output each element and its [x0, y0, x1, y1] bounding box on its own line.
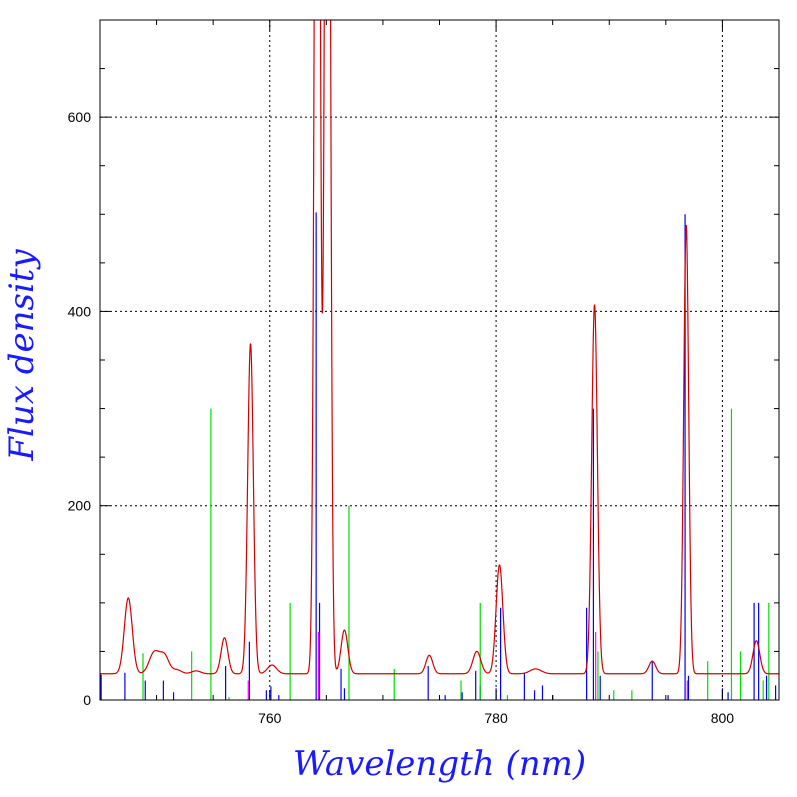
x-axis-title: Wavelength (nm) — [293, 744, 586, 784]
y-tick-label: 0 — [83, 692, 91, 708]
grid-lines — [100, 20, 779, 700]
x-tick-label: 780 — [484, 710, 508, 726]
spectrum-curve-group — [100, 20, 779, 675]
emission-lines — [100, 212, 777, 700]
tick-labels: 760 780 800 0 200 400 600 — [68, 109, 735, 726]
x-tick-label: 760 — [258, 710, 282, 726]
spectrum-curve — [100, 20, 779, 675]
y-tick-label: 200 — [68, 498, 92, 514]
y-axis-title: Flux density — [2, 249, 42, 462]
y-tick-label: 400 — [68, 303, 92, 319]
axis-ticks — [99, 19, 780, 701]
plot-frame — [99, 19, 780, 701]
x-tick-label: 800 — [711, 710, 735, 726]
y-tick-label: 600 — [68, 109, 92, 125]
